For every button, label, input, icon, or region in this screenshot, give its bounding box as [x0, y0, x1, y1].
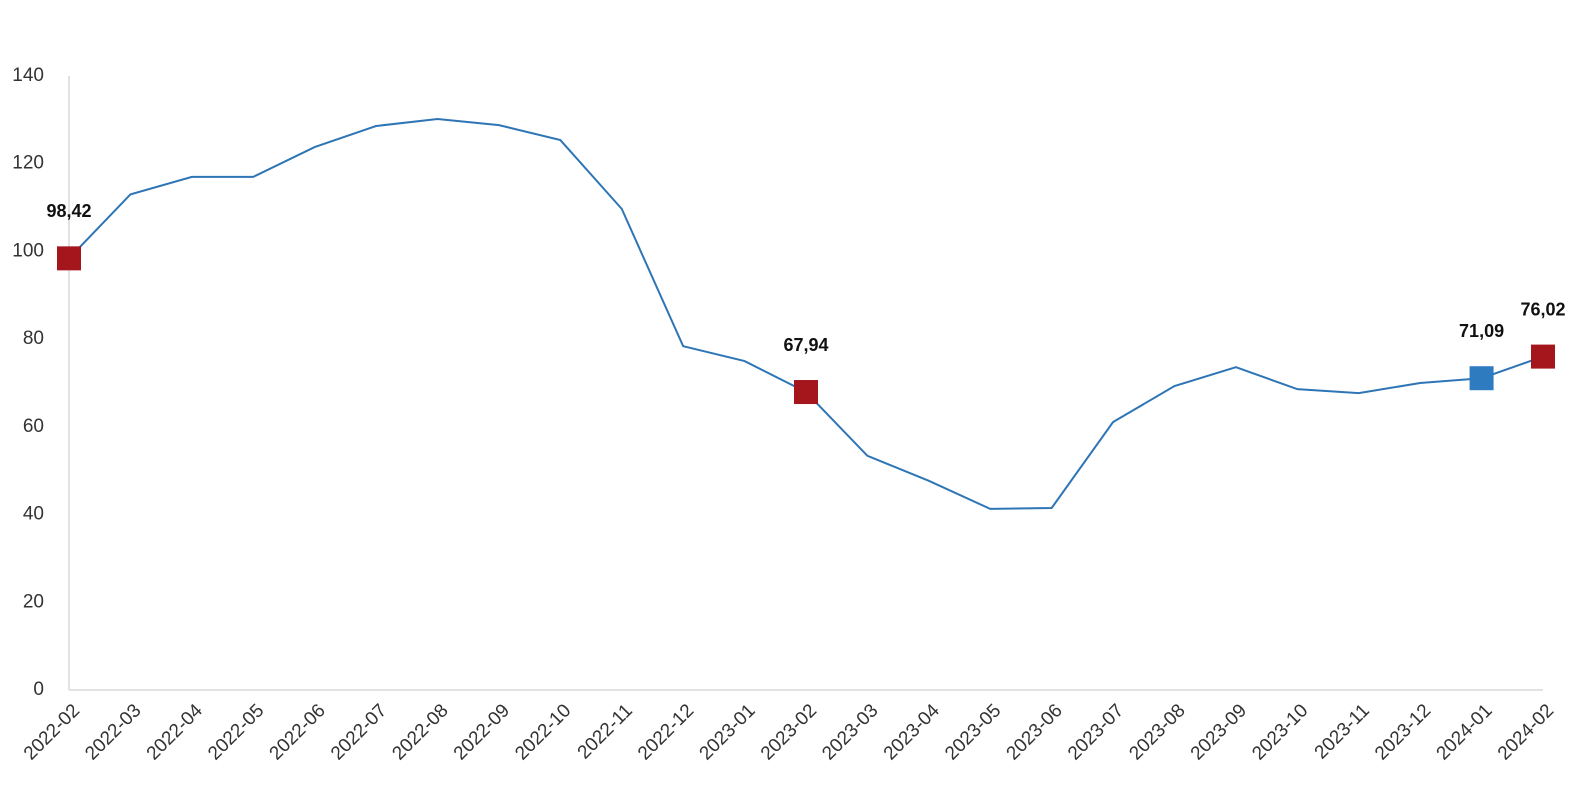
x-tick-label: 2023-04	[880, 700, 944, 764]
x-tick-label: 2023-12	[1371, 700, 1435, 764]
x-tick-label: 2023-02	[757, 700, 821, 764]
x-tick-label: 2022-08	[388, 700, 452, 764]
x-tick-label: 2023-08	[1125, 700, 1189, 764]
x-tick-label: 2022-12	[634, 700, 698, 764]
x-tick-label: 2024-01	[1433, 700, 1497, 764]
value-label: 71,09	[1459, 321, 1504, 341]
y-tick-label: 60	[23, 416, 44, 437]
y-tick-label: 0	[33, 679, 44, 700]
x-tick-label: 2023-07	[1064, 700, 1128, 764]
x-tick-label: 2022-04	[143, 700, 207, 764]
x-tick-label: 2023-10	[1248, 700, 1312, 764]
x-tick-label: 2022-02	[20, 700, 84, 764]
x-tick-label: 2023-06	[1003, 700, 1067, 764]
x-tick-label: 2022-10	[511, 700, 575, 764]
x-tick-label: 2023-09	[1187, 700, 1251, 764]
value-label: 76,02	[1520, 299, 1565, 319]
x-tick-label: 2023-05	[941, 700, 1005, 764]
marker	[1469, 366, 1494, 391]
value-label: 67,94	[783, 335, 828, 355]
x-tick-label: 2022-03	[81, 700, 145, 764]
y-tick-label: 80	[23, 328, 44, 349]
marker	[794, 380, 818, 405]
y-tick-label: 120	[12, 153, 44, 174]
x-tick-label: 2024-02	[1494, 700, 1558, 764]
y-tick-label: 100	[12, 240, 44, 261]
y-tick-label: 40	[23, 504, 44, 525]
x-tick-label: 2022-07	[327, 700, 391, 764]
x-tick-label: 2022-05	[204, 700, 268, 764]
x-tick-label: 2023-03	[818, 700, 882, 764]
y-tick-label: 20	[23, 591, 44, 612]
marker	[57, 246, 81, 271]
value-label: 98,42	[46, 201, 91, 221]
line	[68, 117, 1544, 510]
x-tick-label: 2022-11	[574, 700, 637, 763]
x-tick-label: 2023-01	[696, 700, 760, 764]
y-tick-label: 140	[12, 65, 44, 86]
x-tick-label: 2022-09	[450, 700, 514, 764]
marker	[1531, 344, 1555, 369]
x-tick-label: 2022-06	[266, 700, 330, 764]
x-tick-label: 2023-11	[1311, 700, 1374, 763]
